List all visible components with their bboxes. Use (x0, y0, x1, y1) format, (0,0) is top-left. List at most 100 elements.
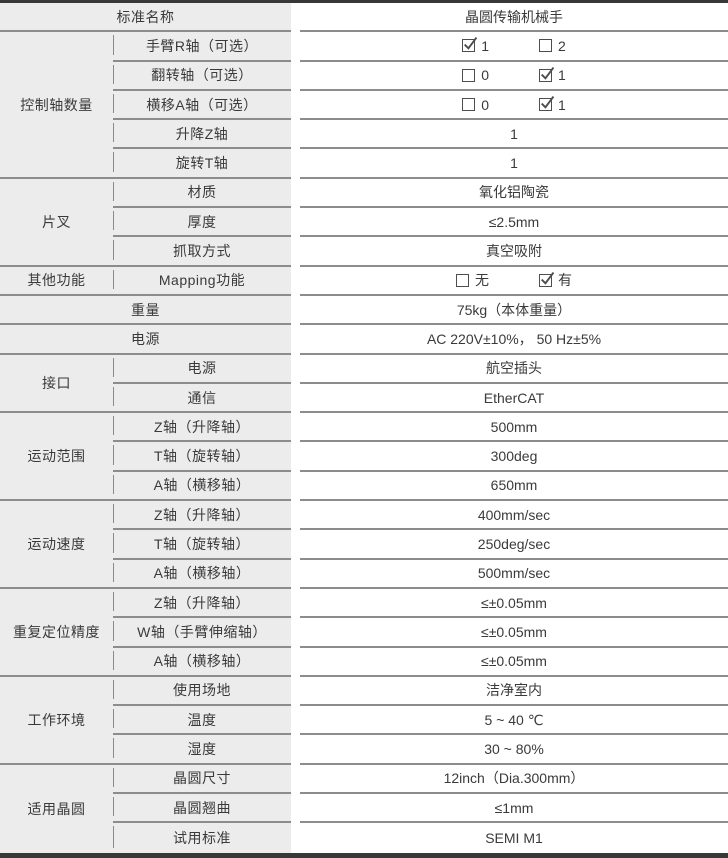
spec-label-cell: A轴（横移轴） (113, 559, 291, 589)
value-cell: ≤2.5mm (300, 208, 728, 238)
value-cell: AC 220V±10%， 50 Hz±5% (300, 325, 728, 355)
column-gap (291, 676, 300, 707)
value-cell: 1 (300, 120, 728, 150)
category-cell: 电源 (0, 325, 291, 355)
table-row: 运动范围 Z轴（升降轴） 500mm (0, 413, 728, 502)
table-row: 翻转轴（可选） 0 1 (0, 61, 728, 91)
column-gap (291, 32, 300, 62)
header-value-cell: 晶圆传输机械手 (300, 3, 728, 33)
spec-label-cell: Z轴（升降轴） (113, 413, 291, 443)
value-cell: SEMI M1 (300, 823, 728, 853)
category-cell: 适用晶圆 (0, 764, 113, 853)
checkbox-icon (539, 271, 555, 287)
value-cell: EtherCAT (300, 383, 728, 414)
column-gap (291, 266, 300, 296)
column-gap (291, 120, 300, 150)
column-gap (291, 413, 300, 443)
value-cell: ≤1mm (300, 794, 728, 824)
column-gap (291, 794, 300, 824)
column-gap (291, 149, 300, 179)
table-row: 控制轴数量 手臂R轴（可选） 1 2 (0, 32, 728, 179)
table-row: 工作环境 使用场地 洁净室内 (0, 676, 728, 765)
value-cell: 1 (300, 149, 728, 179)
spec-label-cell: 晶圆翘曲 (113, 794, 291, 824)
spec-label-cell: 使用场地 (113, 676, 291, 707)
column-gap (291, 735, 300, 765)
table-row: 片叉 材质 氧化铝陶瓷 (0, 178, 728, 267)
column-gap (291, 237, 300, 267)
spec-label-cell: 手臂R轴（可选） (113, 32, 291, 62)
value-cell: 300deg (300, 442, 728, 472)
column-gap (291, 3, 300, 33)
value-cell: 30 ~ 80% (300, 735, 728, 765)
spec-label-cell: 试用标准 (113, 823, 291, 853)
spec-label-cell: 材质 (113, 178, 291, 209)
checkbox-group: 0 1 (300, 66, 728, 84)
spec-label-cell: W轴（手臂伸缩轴） (113, 618, 291, 648)
table-row: 适用晶圆 晶圆尺寸 12inch（Dia.300mm） (0, 764, 728, 853)
checkbox-option: 无 (456, 273, 489, 287)
checkbox-icon (462, 68, 476, 82)
spec-label-cell: T轴（旋转轴） (113, 442, 291, 472)
column-gap (291, 588, 300, 619)
value-cell: 洁净室内 (300, 676, 728, 707)
header-label-cell: 标准名称 (0, 3, 291, 33)
value-cell: 5 ~ 40 ℃ (300, 706, 728, 736)
table-row: 晶圆翘曲 ≤1mm (0, 794, 728, 824)
category-cell: 运动速度 (0, 501, 113, 589)
column-gap (291, 618, 300, 648)
column-gap (291, 208, 300, 238)
table-row: 湿度 30 ~ 80% (0, 735, 728, 765)
column-gap (291, 295, 300, 326)
category-cell: 重复定位精度 (0, 588, 113, 677)
category-cell: 重量 (0, 295, 291, 326)
checkbox-option: 0 (462, 98, 489, 112)
checkbox-label: 有 (558, 272, 572, 289)
table-row: 横移A轴（可选） 0 1 (0, 90, 728, 121)
spec-label-cell: 旋转T轴 (113, 149, 291, 179)
spec-label-cell: 厚度 (113, 208, 291, 238)
value-cell: 氧化铝陶瓷 (300, 178, 728, 209)
spec-label-cell: A轴（横移轴） (113, 471, 291, 502)
table-row: 抓取方式 真空吸附 (0, 237, 728, 267)
column-gap (291, 530, 300, 560)
value-cell: 500mm/sec (300, 559, 728, 589)
checkbox-group: 无 有 (300, 271, 728, 289)
table-row: W轴（手臂伸缩轴） ≤±0.05mm (0, 618, 728, 648)
column-gap (291, 383, 300, 414)
category-cell: 工作环境 (0, 676, 113, 765)
column-gap (291, 90, 300, 121)
value-cell: 12inch（Dia.300mm） (300, 764, 728, 795)
value-cell: 500mm (300, 413, 728, 443)
checkbox-icon (456, 273, 469, 287)
spec-label-cell: Z轴（升降轴） (113, 501, 291, 531)
table-row: T轴（旋转轴） 300deg (0, 442, 728, 472)
value-cell: 0 1 (300, 90, 728, 121)
spec-label-cell: 温度 (113, 706, 291, 736)
table-row: 其他功能 Mapping功能 无 有 (0, 266, 728, 296)
checkbox-label: 1 (558, 96, 566, 113)
checkbox-label: 0 (481, 67, 489, 84)
value-cell: ≤±0.05mm (300, 618, 728, 648)
column-gap (291, 178, 300, 209)
value-cell: 航空插头 (300, 354, 728, 384)
column-gap (291, 706, 300, 736)
spec-label-cell: 晶圆尺寸 (113, 764, 291, 795)
column-gap (291, 61, 300, 91)
table-row: 通信 EtherCAT (0, 383, 728, 414)
checkbox-option: 有 (539, 271, 572, 289)
column-gap (291, 442, 300, 472)
value-cell: 真空吸附 (300, 237, 728, 267)
value-cell: 无 有 (300, 266, 728, 296)
value-cell: 250deg/sec (300, 530, 728, 560)
spec-label-cell: 电源 (113, 354, 291, 384)
category-cell: 片叉 (0, 178, 113, 267)
value-cell: 1 2 (300, 32, 728, 62)
table-row: A轴（横移轴） ≤±0.05mm (0, 647, 728, 677)
table-row: 电源 AC 220V±10%， 50 Hz±5% (0, 325, 728, 355)
checkbox-group: 0 1 (300, 96, 728, 113)
category-cell: 运动范围 (0, 413, 113, 502)
header-row: 标准名称 晶圆传输机械手 (0, 3, 728, 33)
column-gap (291, 764, 300, 795)
